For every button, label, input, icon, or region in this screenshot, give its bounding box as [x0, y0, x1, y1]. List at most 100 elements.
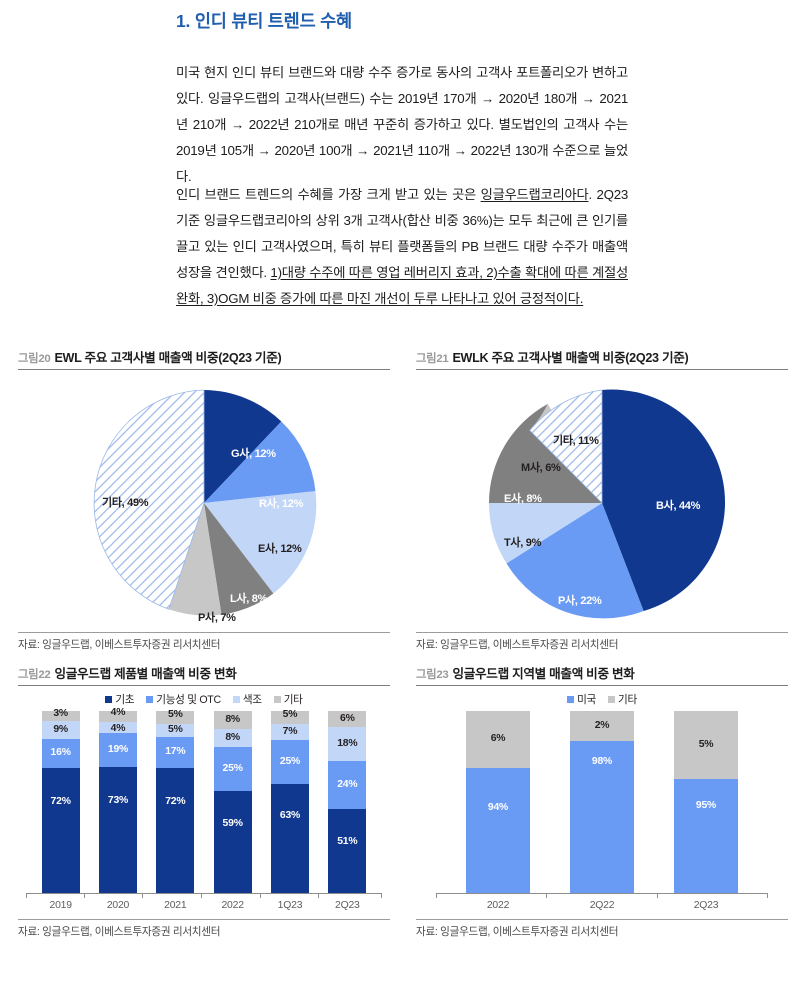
pie-slice-g	[204, 390, 282, 503]
legend-swatch-us	[567, 696, 575, 703]
bar-column-2022[interactable]: 8% 8% 25% 59%	[213, 711, 252, 893]
pie-label-other: 기타, 11%	[553, 435, 599, 447]
bar-value-otc-2021: 17%	[165, 746, 186, 758]
bar-column-1q23[interactable]: 5% 7% 25% 63%	[270, 709, 309, 893]
bar-column-2019[interactable]: 3% 9% 16% 72%	[41, 708, 80, 893]
pie-slice-r	[204, 421, 316, 503]
pie-slice-other	[93, 389, 205, 610]
bar-segment-saekjo-2020: 4%	[98, 722, 137, 734]
figure-20-title: 그림20 EWL 주요 고객사별 매출액 비중(2Q23 기준)	[18, 347, 390, 369]
bar-column-2q23[interactable]: 5% 95%	[674, 711, 738, 893]
bar-value-otc-2020: 19%	[107, 743, 129, 755]
figure-22: 그림22 잉글우드랩 제품별 매출액 비중 변화 기초 기능성 및 OTC 색조 …	[18, 663, 390, 939]
pie-chart-ewl	[93, 389, 317, 616]
bar-value-etc-2q22: 2%	[594, 719, 610, 731]
bar-column-2q23[interactable]: 6% 18% 24% 51%	[328, 711, 367, 893]
figure-21-plot: B사, 44% P사, 22% T사, 9% E사, 8% M사, 6% 기타,…	[416, 370, 788, 632]
bar-value-saekjo-2019: 9%	[53, 723, 68, 735]
bar-segment-us-2q22: 98%	[570, 741, 634, 893]
figure-22-plot: 기초 기능성 및 OTC 색조 기타 3% 9%	[18, 686, 390, 911]
legend-label-gicho: 기초	[115, 694, 135, 706]
pie-slice-p	[506, 503, 644, 619]
legend-item-etc: 기타	[608, 692, 637, 707]
paragraph-2-underline-2: 1)대량 수주에 따른 영업 레버리지 효과, 2)수출 확대에 따른 계절성 …	[176, 265, 628, 306]
bar-segment-etc-2020: 4%	[98, 707, 137, 722]
bar-segment-etc-2q23: 5%	[674, 711, 738, 779]
figure-22-title: 그림22 잉글우드랩 제품별 매출액 비중 변화	[18, 663, 390, 685]
figure-23-source: 자료: 잉글우드랩, 이베스트투자증권 리서치센터	[416, 926, 619, 938]
figure-22-axis	[26, 893, 382, 898]
page-title: 1. 인디 뷰티 트렌드 수혜	[176, 11, 352, 31]
figure-20-rule-bottom	[18, 632, 390, 633]
figure-22-xlabels: 2019 2020 2021 2022 1Q23 2Q23	[18, 894, 390, 911]
figure-21-source: 자료: 잉글우드랩, 이베스트투자증권 리서치센터	[416, 639, 619, 651]
pie-slice-other	[529, 389, 603, 504]
bar-segment-etc-2019: 3%	[41, 708, 80, 721]
xlabel-1q23: 1Q23	[277, 900, 303, 911]
pie-label-p: P사, 7%	[198, 612, 236, 624]
figure-22-bars: 3% 9% 16% 72% 4% 4%	[18, 707, 390, 893]
pie-label-p: P사, 22%	[558, 595, 602, 607]
xlabel-2q22: 2Q22	[589, 900, 615, 911]
pie-chart-ewlk	[489, 389, 726, 619]
paragraph-1: 미국 현지 인디 뷰티 브랜드와 대량 수주 증가로 동사의 고객사 포트폴리오…	[176, 60, 628, 190]
bar-column-2022[interactable]: 6% 94%	[466, 711, 530, 893]
bar-segment-etc-2q23: 6%	[328, 711, 367, 727]
legend-item-gicho: 기초	[105, 692, 135, 707]
legend-label-us: 미국	[577, 694, 596, 706]
bar-segment-otc-2021: 17%	[156, 737, 195, 768]
pie-slice-e	[204, 491, 317, 594]
bar-value-saekjo-1q23: 7%	[282, 725, 298, 737]
bar-value-etc-2q23: 5%	[698, 738, 714, 750]
bar-segment-otc-2q23: 24%	[328, 761, 367, 809]
bar-column-2q22[interactable]: 2% 98%	[570, 711, 634, 893]
bar-value-gicho-1q23: 63%	[279, 810, 301, 822]
figure-21: 그림21 EWLK 주요 고객사별 매출액 비중(2Q23 기준)	[416, 347, 788, 652]
axis-tick	[657, 894, 658, 898]
bar-value-otc-2q23: 24%	[337, 778, 358, 790]
axis-tick	[201, 894, 202, 898]
xlabel-2q23: 2Q23	[693, 900, 719, 911]
figure-21-title: 그림21 EWLK 주요 고객사별 매출액 비중(2Q23 기준)	[416, 347, 788, 369]
bar-segment-otc-2019: 16%	[41, 739, 80, 768]
bar-value-gicho-2021: 72%	[165, 796, 186, 808]
bar-value-gicho-2022: 59%	[222, 817, 243, 829]
figure-22-number: 그림22	[18, 669, 51, 681]
bar-value-saekjo-2q23: 18%	[337, 737, 358, 749]
xlabel-2020: 2020	[106, 900, 130, 911]
figure-21-title-text: EWLK 주요 고객사별 매출액 비중(2Q23 기준)	[452, 351, 689, 365]
pie-label-e: E사, 12%	[258, 543, 302, 555]
figure-23-axis	[436, 893, 768, 898]
bar-column-2021[interactable]: 5% 5% 17% 72%	[156, 709, 195, 893]
bar-value-etc-1q23: 5%	[282, 709, 298, 720]
bar-segment-gicho-2021: 72%	[156, 768, 195, 893]
bar-segment-saekjo-2q23: 18%	[328, 727, 367, 761]
xlabel-2022: 2022	[486, 900, 510, 911]
legend-swatch-saekjo	[232, 696, 240, 703]
bar-segment-etc-1q23: 5%	[270, 709, 309, 724]
bar-value-saekjo-2020: 4%	[110, 723, 126, 734]
axis-tick	[84, 894, 85, 898]
figure-20-plot: G사, 12% R사, 12% E사, 12% L사, 8% P사, 7% 기타…	[18, 370, 390, 632]
axis-tick	[142, 894, 143, 898]
pie-label-l: L사, 8%	[230, 593, 268, 605]
pie-label-g: G사, 12%	[231, 448, 276, 460]
figure-23-title-text: 잉글우드랩 지역별 매출액 비중 변화	[452, 667, 635, 681]
bar-column-2020[interactable]: 4% 4% 19% 73%	[98, 707, 137, 893]
bar-segment-gicho-2020: 73%	[98, 767, 137, 893]
figure-23-rule-top	[416, 685, 788, 686]
bar-segment-gicho-2022: 59%	[213, 791, 252, 893]
figure-20-rule-top	[18, 369, 390, 370]
figure-20-title-text: EWL 주요 고객사별 매출액 비중(2Q23 기준)	[54, 351, 282, 365]
bar-segment-saekjo-2021: 5%	[156, 724, 195, 737]
bar-segment-otc-2022: 25%	[213, 747, 252, 791]
legend-item-saekjo: 색조	[232, 692, 262, 707]
pie-label-e: E사, 8%	[504, 493, 542, 505]
bar-segment-gicho-2q23: 51%	[328, 809, 367, 893]
bar-value-otc-1q23: 25%	[279, 755, 301, 767]
legend-label-etc: 기타	[618, 694, 637, 706]
legend-swatch-otc	[146, 696, 154, 703]
bar-segment-saekjo-2022: 8%	[213, 729, 252, 747]
pie-label-t: T사, 9%	[504, 537, 542, 549]
pie-label-m: M사, 6%	[521, 462, 561, 474]
